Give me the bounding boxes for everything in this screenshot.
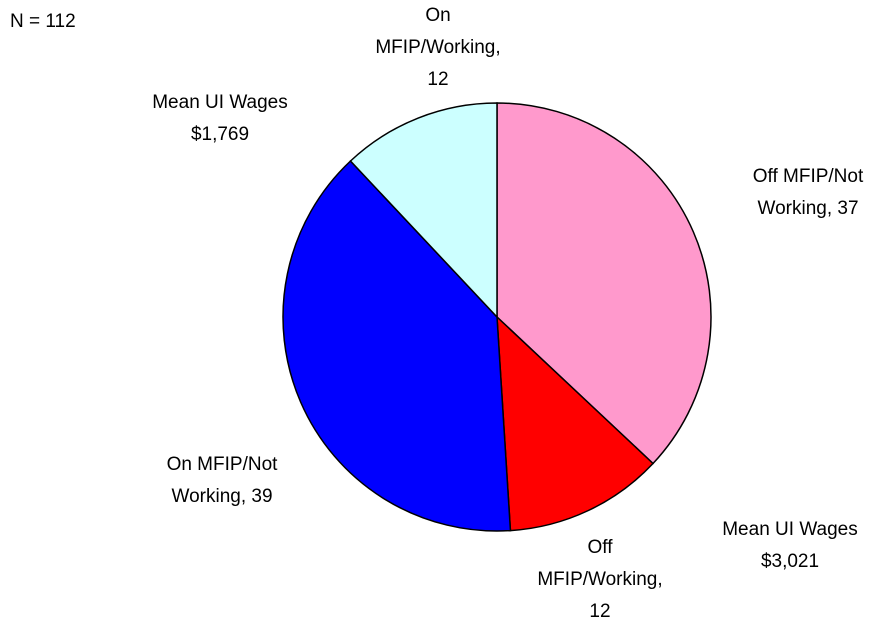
data-label: MFIP/Working, [537,569,662,590]
pie-slice [349,102,498,319]
pie-slice [282,159,512,532]
annotation: $1,769 [191,124,249,145]
data-label: Off [588,537,614,558]
annotation: Mean UI Wages [722,519,858,540]
data-label: On [425,5,450,26]
data-label: Off MFIP/Not [753,166,864,187]
data-label: 12 [589,601,610,622]
annotation: Mean UI Wages [152,92,288,113]
data-label: Working, 37 [757,198,858,219]
pie-slice [496,315,655,532]
data-label: On MFIP/Not [167,454,279,475]
pie-slice [496,102,712,465]
data-label: MFIP/Working, [375,37,500,58]
annotation: $3,021 [761,551,819,572]
data-label: Working, 39 [171,486,272,507]
annotation: N = 112 [10,11,76,32]
data-label: 12 [427,69,448,90]
